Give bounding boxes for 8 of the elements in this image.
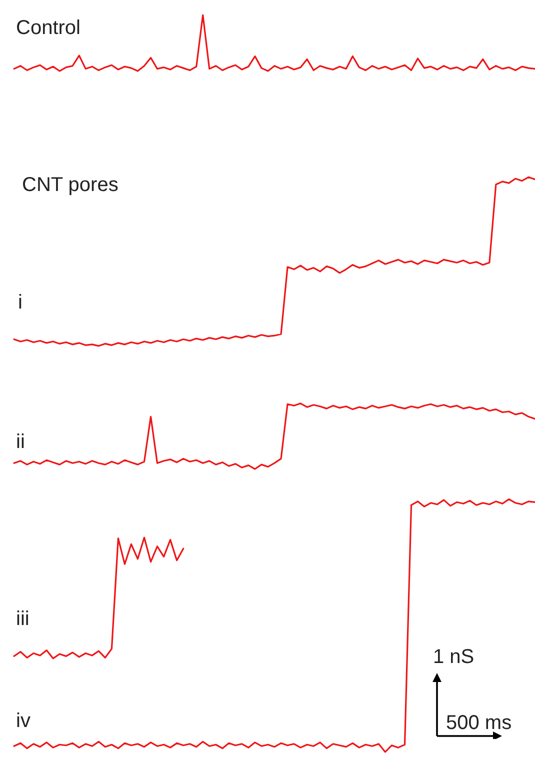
series-label: Control bbox=[16, 16, 80, 39]
series-label: ii bbox=[16, 431, 25, 454]
annotation: CNT pores bbox=[22, 174, 118, 197]
series-label: iv bbox=[16, 710, 30, 732]
annotation: 1 nS bbox=[433, 646, 474, 669]
series-label: iii bbox=[16, 608, 30, 630]
annotation: 500 ms bbox=[446, 712, 512, 735]
series-label: i bbox=[18, 291, 22, 314]
